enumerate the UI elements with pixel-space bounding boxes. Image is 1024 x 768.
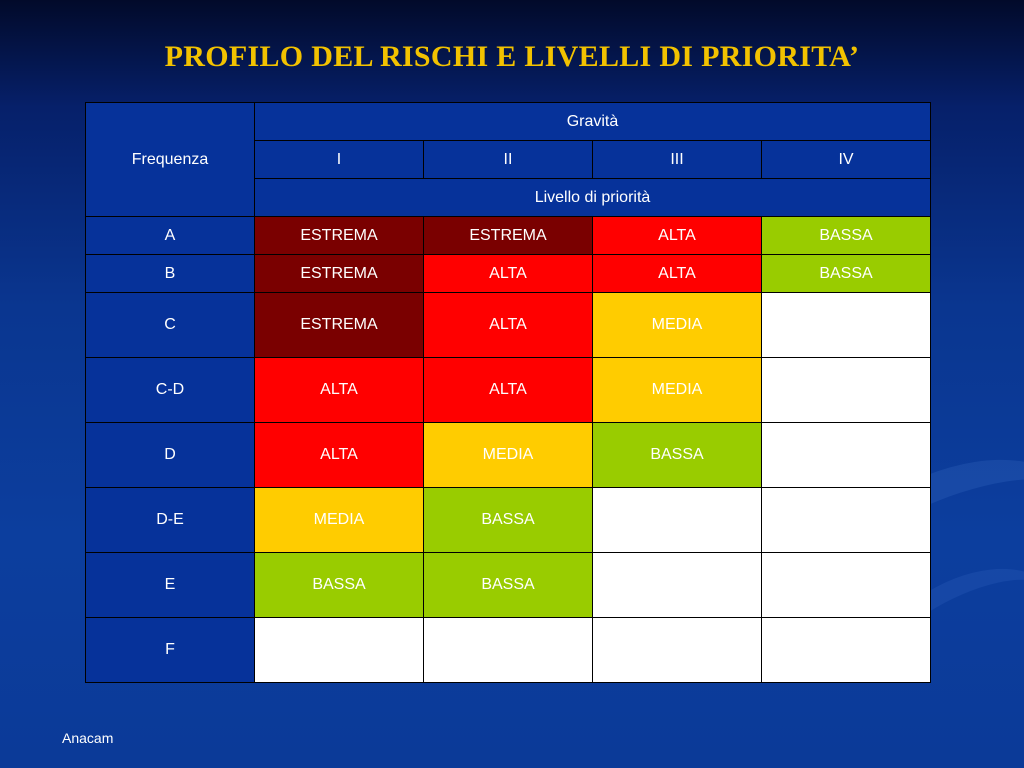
- frequency-header: Frequenza: [85, 102, 255, 217]
- frequency-label: C: [85, 292, 255, 358]
- priority-cell: [761, 552, 931, 618]
- gravity-level-header: I: [254, 140, 424, 179]
- priority-cell: ALTA: [254, 357, 424, 423]
- table-row: B ESTREMA ALTA ALTA BASSA: [85, 254, 931, 293]
- header-row-priority: Livello di priorità: [86, 178, 931, 217]
- frequency-label: E: [85, 552, 255, 618]
- priority-cell: [423, 617, 593, 683]
- priority-cell: ALTA: [592, 254, 762, 293]
- priority-cell: BASSA: [761, 254, 931, 293]
- priority-cell: ALTA: [592, 216, 762, 255]
- table-row: E BASSA BASSA: [85, 552, 931, 618]
- gravity-level-header: IV: [761, 140, 931, 179]
- priority-cell: [761, 422, 931, 488]
- footer-credit: Anacam: [62, 730, 114, 746]
- frequency-label: F: [85, 617, 255, 683]
- gravity-header: Gravità: [254, 102, 931, 141]
- table-row: F: [85, 617, 931, 683]
- frequency-label: A: [85, 216, 255, 255]
- table-row: C-D ALTA ALTA MEDIA: [85, 357, 931, 423]
- frequency-label: C-D: [85, 357, 255, 423]
- table-row: C ESTREMA ALTA MEDIA: [85, 292, 931, 358]
- priority-cell: BASSA: [592, 422, 762, 488]
- priority-cell: ESTREMA: [254, 216, 424, 255]
- priority-cell: ESTREMA: [254, 254, 424, 293]
- slide-title: PROFILO DEL RISCHI E LIVELLI DI PRIORITA…: [164, 40, 860, 73]
- risk-priority-table: Frequenza Gravità I II III IV Livello di…: [85, 102, 931, 683]
- priority-cell: [592, 617, 762, 683]
- priority-cell: ESTREMA: [254, 292, 424, 358]
- priority-cell: BASSA: [423, 552, 593, 618]
- priority-cell: [592, 487, 762, 553]
- priority-cell: [761, 292, 931, 358]
- table-row: A ESTREMA ESTREMA ALTA BASSA: [85, 216, 931, 255]
- priority-cell: [761, 617, 931, 683]
- priority-cell: [761, 487, 931, 553]
- frequency-label: D-E: [85, 487, 255, 553]
- priority-cell: MEDIA: [592, 357, 762, 423]
- frequency-label: B: [85, 254, 255, 293]
- header-row-gravity: Frequenza Gravità: [85, 102, 931, 217]
- priority-cell: ALTA: [423, 292, 593, 358]
- priority-cell: MEDIA: [423, 422, 593, 488]
- table-row: D ALTA MEDIA BASSA: [85, 422, 931, 488]
- priority-cell: MEDIA: [592, 292, 762, 358]
- priority-cell: [592, 552, 762, 618]
- priority-cell: ALTA: [423, 254, 593, 293]
- gravity-level-header: II: [423, 140, 593, 179]
- priority-cell: ALTA: [254, 422, 424, 488]
- frequency-label: D: [85, 422, 255, 488]
- priority-cell: [761, 357, 931, 423]
- gravity-level-header: III: [592, 140, 762, 179]
- header-row-levels: I II III IV: [86, 140, 931, 179]
- priority-cell: BASSA: [423, 487, 593, 553]
- priority-cell: ALTA: [423, 357, 593, 423]
- table-row: D-E MEDIA BASSA: [85, 487, 931, 553]
- priority-cell: BASSA: [254, 552, 424, 618]
- priority-level-header: Livello di priorità: [254, 178, 931, 217]
- priority-cell: BASSA: [761, 216, 931, 255]
- priority-cell: MEDIA: [254, 487, 424, 553]
- priority-cell: [254, 617, 424, 683]
- priority-cell: ESTREMA: [423, 216, 593, 255]
